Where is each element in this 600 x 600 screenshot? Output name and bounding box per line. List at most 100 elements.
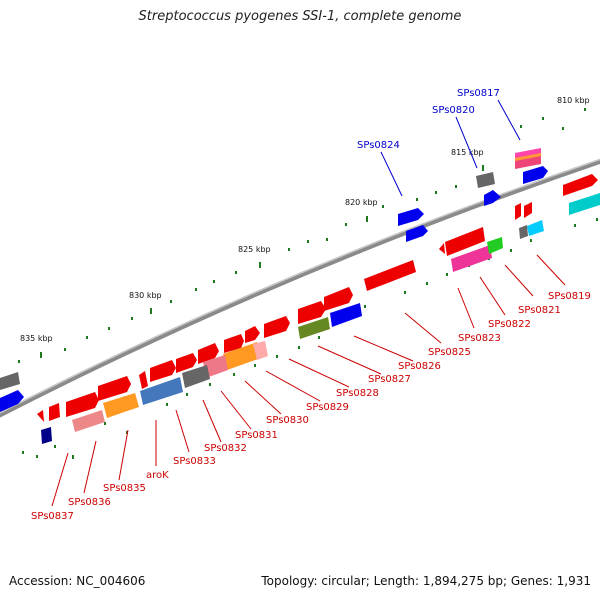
- gene-sps0836-pink: [72, 410, 105, 432]
- scale-tick: [213, 280, 215, 283]
- leader-sps0835: [118, 429, 129, 481]
- gene-arok-steel: [140, 377, 183, 405]
- scale-tick: [426, 282, 428, 285]
- gene-sps0820: [476, 172, 495, 188]
- leader-sps0819: [536, 254, 566, 286]
- gene-sps0829: [245, 326, 260, 343]
- scale-tick: [366, 216, 368, 222]
- gene-left-blue: [0, 390, 24, 412]
- gene-sps0827-olive: [298, 317, 330, 339]
- scale-tick: [307, 240, 309, 243]
- scale-tick: [150, 308, 152, 314]
- scale-tick: [482, 165, 484, 171]
- leader-sps0828: [288, 358, 350, 388]
- gene-sps0835: [98, 376, 131, 401]
- gene-sps0830-pink: [253, 341, 268, 360]
- gene-sps0837-navy: [41, 427, 52, 444]
- gene-label-sps0819: SPs0819: [548, 291, 591, 302]
- scale-tick: [530, 239, 532, 242]
- gene-left-gray: [0, 372, 20, 390]
- gene-sps0819-b: [524, 202, 532, 218]
- gene-label-sps0836: SPs0836: [68, 497, 111, 508]
- leader-sps0836: [83, 440, 97, 494]
- gene-sps0831-pink: [203, 355, 228, 378]
- leader-sps0823: [457, 287, 475, 329]
- gene-sps0832: [176, 353, 197, 373]
- gene-label-sps0829: SPs0829: [306, 402, 349, 413]
- scale-tick: [131, 317, 133, 320]
- gene-cyan: [569, 193, 600, 215]
- gene-label-sps0833: SPs0833: [173, 456, 216, 467]
- scale-tick: [584, 108, 586, 111]
- leader-sps0827: [317, 345, 382, 375]
- gene-sps0835-orange: [103, 393, 139, 418]
- scale-tick: [455, 185, 457, 188]
- scale-label: 815 kbp: [451, 148, 484, 157]
- scale-tick: [276, 355, 278, 358]
- gene-label-sps0835: SPs0835: [103, 483, 146, 494]
- gene-sps0826: [324, 287, 353, 311]
- scale-label: 825 kbp: [238, 245, 271, 254]
- gene-sps0837: [49, 403, 60, 421]
- leader-sps0837: [51, 452, 69, 507]
- gene-label-sps0820: SPs0820: [432, 105, 475, 116]
- scale-tick: [18, 360, 20, 363]
- scale-tick: [72, 455, 74, 459]
- gene-sps0837-arrow: [37, 410, 44, 422]
- gene-sps0830: [224, 334, 244, 353]
- gene-sps0817-blue: [523, 166, 548, 184]
- gene-label-sps0817: SPs0817: [457, 88, 500, 99]
- scale-tick: [254, 364, 256, 367]
- scale-tick: [510, 249, 512, 252]
- scale-tick: [209, 383, 211, 386]
- leader-lines: [51, 99, 566, 507]
- leader-sps0817: [497, 99, 521, 141]
- leader-sps0824: [380, 151, 403, 197]
- scale-tick: [364, 305, 366, 308]
- map-title: Streptococcus pyogenes SSI-1, complete g…: [138, 9, 462, 24]
- scale-tick: [186, 393, 188, 396]
- gene-label-sps0824: SPs0824: [357, 140, 400, 151]
- gene-sps0833-gray: [182, 365, 210, 388]
- scale-tick: [108, 327, 110, 330]
- scale-tick: [22, 451, 24, 454]
- gene-sps0828: [264, 316, 290, 338]
- scale-tick: [404, 291, 406, 294]
- gene-sps0817-pink2: [515, 156, 541, 169]
- leader-sps0820: [455, 116, 478, 169]
- leader-sps0825: [404, 312, 442, 344]
- scale-tick: [166, 403, 168, 406]
- gene-sps0831: [198, 343, 219, 364]
- scale-label: 820 kbp: [345, 198, 378, 207]
- gene-sps0816: [563, 174, 598, 196]
- gene-label-sps0823: SPs0823: [458, 333, 501, 344]
- gene-sps0824: [398, 208, 424, 226]
- leader-sps0832: [202, 399, 222, 443]
- inner-genes: [37, 202, 544, 444]
- scale-tick: [318, 336, 320, 339]
- gene-arok: [139, 371, 148, 389]
- genome-backbone-highlight: [0, 158, 600, 414]
- scale-label: 810 kbp: [557, 96, 590, 105]
- scale-tick: [259, 262, 261, 268]
- scale-label: 835 kbp: [20, 334, 53, 343]
- scale-tick: [40, 352, 42, 358]
- scale-tick: [86, 336, 88, 339]
- scale-tick: [435, 191, 437, 194]
- leader-sps0821: [504, 264, 534, 297]
- scale-label: 830 kbp: [129, 291, 162, 300]
- gene-sps0836: [66, 392, 99, 417]
- gene-sps0819: [515, 203, 521, 220]
- gene-label-sps0826: SPs0826: [398, 361, 441, 372]
- leader-sps0822: [479, 276, 506, 316]
- scale-tick: [446, 273, 448, 276]
- scale-tick: [542, 117, 544, 120]
- gene-sps0833: [150, 360, 176, 382]
- scale-tick: [36, 455, 38, 458]
- scale-tick: [195, 288, 197, 291]
- scale-tick: [126, 431, 128, 434]
- scale-tick: [170, 300, 172, 303]
- gene-sps0824-b: [406, 225, 428, 242]
- gene-sps0821-gray: [519, 225, 528, 239]
